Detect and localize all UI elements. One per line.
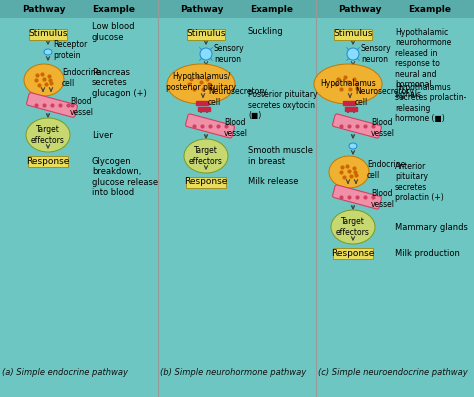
Text: Suckling: Suckling: [248, 27, 283, 37]
FancyBboxPatch shape: [334, 29, 372, 39]
Text: Blood
vessel: Blood vessel: [371, 118, 395, 138]
FancyBboxPatch shape: [333, 185, 382, 209]
Text: Endocrine
cell: Endocrine cell: [367, 160, 405, 180]
Text: Pancreas
secretes
glucagon (+): Pancreas secretes glucagon (+): [92, 68, 147, 98]
Text: Stimulus: Stimulus: [28, 29, 68, 39]
Text: Stimulus: Stimulus: [186, 29, 226, 39]
Ellipse shape: [329, 156, 369, 188]
Ellipse shape: [167, 64, 235, 104]
Text: Blood
vessel: Blood vessel: [70, 97, 94, 117]
Ellipse shape: [44, 49, 52, 55]
Text: Hypothalamus
secretes prolactin-
releasing
hormone (■): Hypothalamus secretes prolactin- releasi…: [395, 83, 466, 123]
Ellipse shape: [349, 143, 357, 149]
Text: Sensory
neuron: Sensory neuron: [361, 44, 392, 64]
Text: Sensory
neuron: Sensory neuron: [214, 44, 245, 64]
Text: Blood
vessel: Blood vessel: [371, 189, 395, 209]
Text: Pathway: Pathway: [181, 4, 224, 13]
Text: Receptor
protein: Receptor protein: [53, 40, 87, 60]
Text: Hypothalamus: Hypothalamus: [320, 79, 376, 89]
FancyBboxPatch shape: [333, 247, 373, 258]
FancyBboxPatch shape: [186, 177, 226, 187]
Text: Milk production: Milk production: [395, 249, 460, 258]
Text: Stimulus: Stimulus: [333, 29, 373, 39]
Text: Anterior
pituitary
secretes
prolactin (+): Anterior pituitary secretes prolactin (+…: [395, 162, 444, 202]
Text: Glycogen
breakdown,
glucose release
into blood: Glycogen breakdown, glucose release into…: [92, 157, 158, 197]
Text: Liver: Liver: [92, 131, 113, 139]
Text: Low blood
glucose: Low blood glucose: [92, 22, 135, 42]
Bar: [316, 0, 474, 18]
Ellipse shape: [347, 48, 359, 60]
FancyBboxPatch shape: [28, 156, 68, 166]
Text: Response: Response: [27, 156, 70, 166]
FancyBboxPatch shape: [29, 29, 67, 39]
Text: Hypothalamic
neurohormone
released in
response to
neural and
hormonal
signals: Hypothalamic neurohormone released in re…: [395, 28, 451, 99]
Text: (a) Simple endocrine pathway: (a) Simple endocrine pathway: [2, 368, 128, 377]
Text: (b) Simple neurohormone pathway: (b) Simple neurohormone pathway: [160, 368, 306, 377]
FancyBboxPatch shape: [185, 114, 235, 138]
Ellipse shape: [184, 139, 228, 173]
Text: Target
effectors: Target effectors: [189, 146, 223, 166]
FancyBboxPatch shape: [333, 114, 382, 138]
Text: Response: Response: [331, 249, 374, 258]
Text: Blood
vessel: Blood vessel: [224, 118, 248, 138]
Text: Example: Example: [250, 4, 293, 13]
Text: Endocrine
cell: Endocrine cell: [62, 68, 100, 88]
Text: Smooth muscle
in breast: Smooth muscle in breast: [248, 146, 313, 166]
Text: Pathway: Pathway: [22, 4, 66, 13]
Ellipse shape: [200, 48, 212, 60]
Text: Mammary glands: Mammary glands: [395, 222, 468, 231]
Text: (c) Simple neuroendocrine pathway: (c) Simple neuroendocrine pathway: [318, 368, 468, 377]
Text: Milk release: Milk release: [248, 177, 299, 187]
Ellipse shape: [26, 118, 70, 152]
Ellipse shape: [24, 64, 64, 96]
Text: Example: Example: [92, 4, 135, 13]
Text: Pathway: Pathway: [338, 4, 382, 13]
Text: Posterior pituitary
secretes oxytocin
(■): Posterior pituitary secretes oxytocin (■…: [248, 90, 318, 120]
Bar: [0, 0, 158, 18]
Text: Neurosecretory
cell: Neurosecretory cell: [208, 87, 267, 107]
Text: Example: Example: [408, 4, 451, 13]
Ellipse shape: [331, 210, 375, 244]
FancyBboxPatch shape: [187, 29, 225, 39]
Text: Response: Response: [184, 177, 228, 187]
Text: Hypothalamus/
posterior pituitary: Hypothalamus/ posterior pituitary: [166, 72, 236, 92]
Text: Neurosecretory
cell: Neurosecretory cell: [355, 87, 414, 107]
Ellipse shape: [314, 64, 382, 104]
Text: Target
effectors: Target effectors: [31, 125, 65, 145]
Bar: [158, 0, 316, 18]
FancyBboxPatch shape: [27, 93, 77, 118]
Text: Target
effectors: Target effectors: [336, 217, 370, 237]
